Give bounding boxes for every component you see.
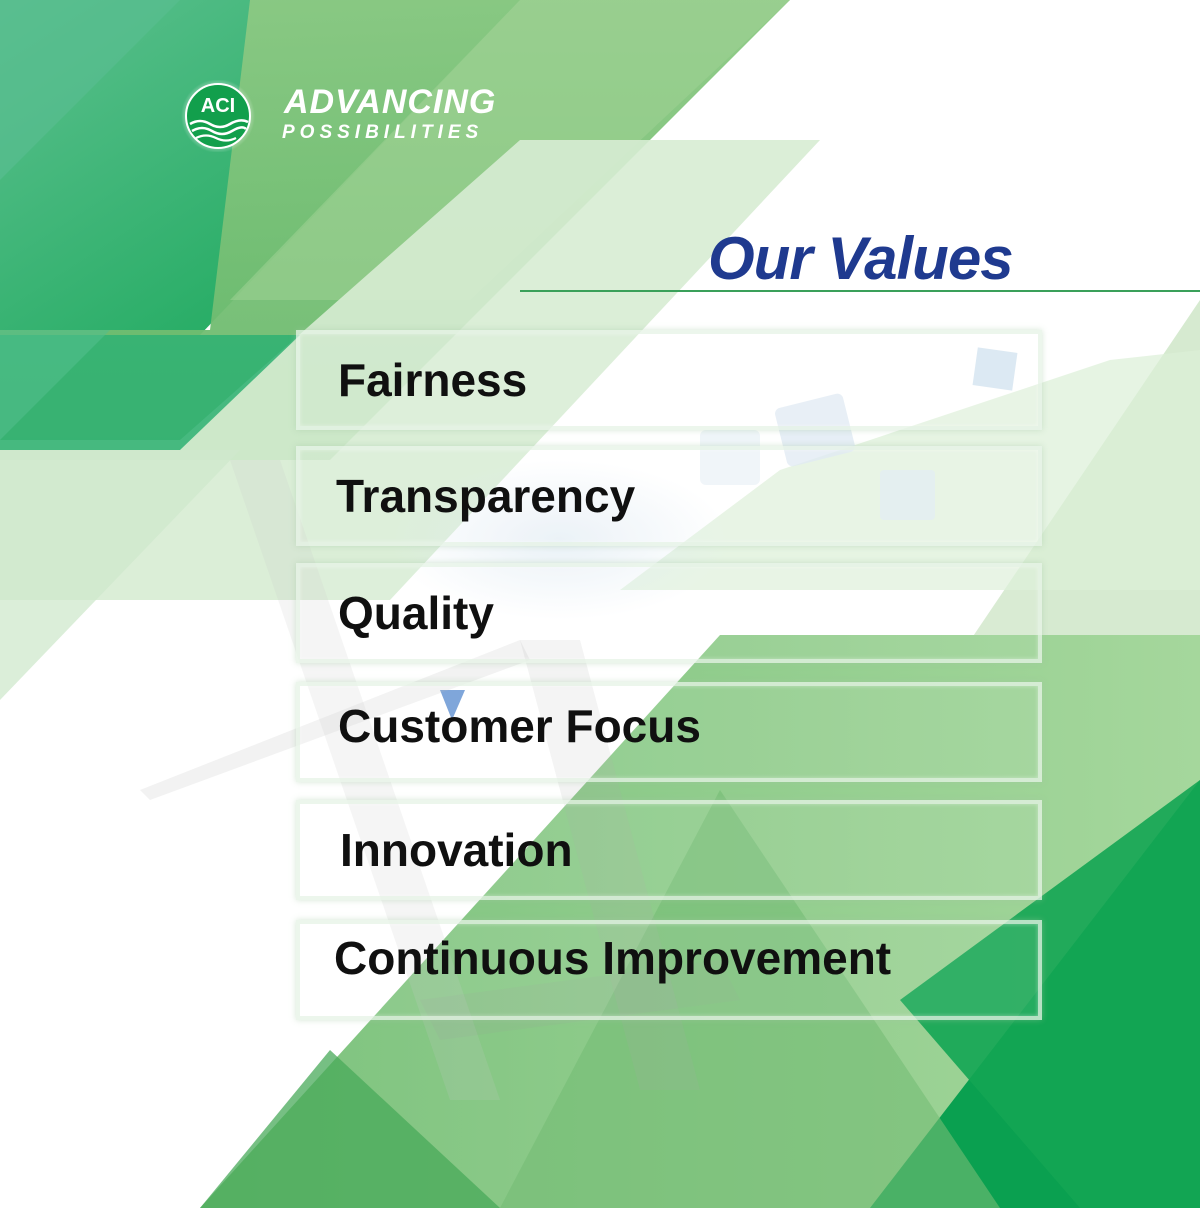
title-divider [520, 290, 1200, 292]
tagline-primary: ADVANCING [284, 83, 497, 121]
value-label: Fairness [338, 354, 528, 406]
value-box-customer-focus [296, 682, 1042, 782]
brand-logo: ACI ADVANCING POSSIBILITIES [180, 80, 520, 152]
value-box-quality [296, 563, 1042, 663]
value-label: Continuous Improvement [334, 932, 892, 984]
tagline-secondary: POSSIBILITIES [282, 122, 484, 143]
value-label: Customer Focus [338, 700, 701, 752]
value-box-continuous-improvement [296, 920, 1042, 1020]
value-box-transparency [296, 446, 1042, 546]
value-label: Quality [338, 587, 494, 639]
value-box-fairness [296, 330, 1042, 430]
value-label: Innovation [340, 824, 573, 876]
value-box-innovation [296, 800, 1042, 900]
value-label: Transparency [336, 470, 636, 522]
page-title: Our Values [708, 225, 1014, 292]
aci-emblem-icon: ACI [181, 80, 255, 152]
logo-text: ACI [201, 95, 235, 117]
